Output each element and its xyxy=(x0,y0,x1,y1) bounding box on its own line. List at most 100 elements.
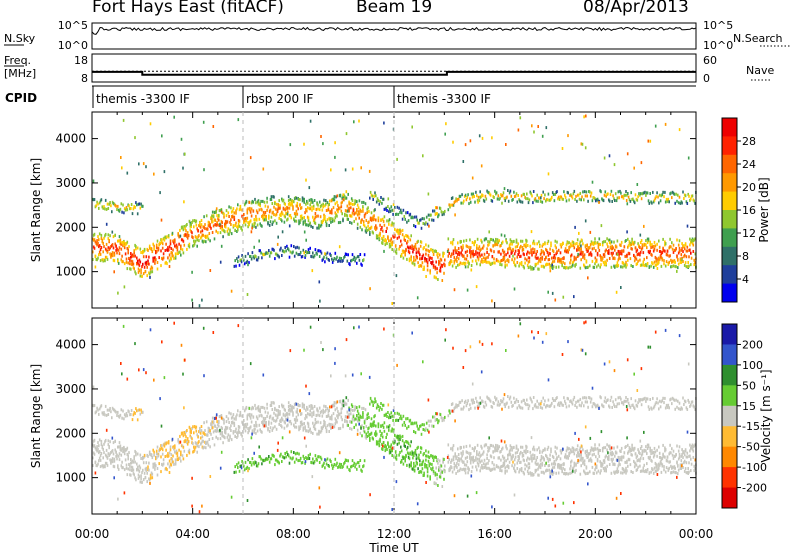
velocity-cell xyxy=(517,458,519,462)
velocity-cell xyxy=(494,446,496,450)
power-cell xyxy=(341,200,343,204)
power-cell xyxy=(420,240,423,244)
power-cell xyxy=(167,256,169,260)
power-cell xyxy=(614,192,617,196)
velocity-cell xyxy=(521,406,524,410)
velocity-cell xyxy=(432,459,435,462)
power-cell xyxy=(323,255,325,259)
velocity-cell xyxy=(437,461,439,465)
power-cell xyxy=(274,213,277,217)
power-cell xyxy=(180,137,183,141)
velocity-cell xyxy=(369,437,371,440)
velocity-cell xyxy=(414,431,417,435)
velocity-cell xyxy=(369,422,372,426)
power-cell xyxy=(238,263,241,267)
power-cell xyxy=(278,199,280,203)
power-cell xyxy=(520,254,522,258)
velocity-cell xyxy=(318,406,321,410)
velocity-cell xyxy=(281,416,283,420)
velocity-cell xyxy=(532,453,534,457)
power-cell xyxy=(466,195,469,199)
velocity-cell xyxy=(501,465,503,468)
power-cell xyxy=(654,244,657,248)
power-cell xyxy=(239,258,242,262)
power-cell xyxy=(198,239,200,243)
power-cell xyxy=(327,208,330,212)
velocity-cell xyxy=(293,418,296,422)
power-cell xyxy=(472,249,475,253)
power-cell xyxy=(527,260,530,264)
power-cell xyxy=(246,259,249,263)
power-cell xyxy=(624,254,626,258)
velocity-cell xyxy=(538,465,540,469)
velocity-cell xyxy=(222,434,224,438)
velocity-cell xyxy=(217,429,219,433)
velocity-cell xyxy=(391,454,393,457)
power-cell xyxy=(622,196,625,200)
power-cell xyxy=(135,247,137,251)
power-cell xyxy=(489,263,492,266)
power-cell xyxy=(690,263,692,267)
power-cell xyxy=(93,246,96,250)
power-cell xyxy=(117,259,119,263)
power-cell xyxy=(391,243,393,247)
power-cell xyxy=(416,218,418,222)
power-cell xyxy=(501,240,504,244)
velocity-cell xyxy=(98,459,100,463)
velocity-cell xyxy=(270,401,273,405)
power-cell xyxy=(337,210,339,214)
velocity-cell xyxy=(296,451,299,455)
power-cell xyxy=(270,195,273,199)
power-cell xyxy=(658,256,660,260)
power-cell xyxy=(293,254,296,258)
power-cell xyxy=(652,200,655,204)
velocity-cell xyxy=(145,466,148,470)
power-cell xyxy=(553,254,556,258)
power-cell xyxy=(526,244,529,247)
power-cell xyxy=(392,212,394,216)
power-cell xyxy=(168,259,171,263)
velocity-cell xyxy=(117,467,120,471)
velocity-cell xyxy=(264,417,267,420)
power-cell xyxy=(244,223,247,227)
velocity-cell xyxy=(333,463,336,466)
velocity-cell xyxy=(538,446,540,450)
velocity-cell xyxy=(116,453,118,457)
power-cell xyxy=(508,191,511,195)
velocity-cell xyxy=(316,432,318,436)
power-cell xyxy=(502,255,505,259)
power-cell xyxy=(133,251,135,255)
power-cell xyxy=(418,221,420,225)
power-cell xyxy=(288,255,291,259)
power-cell xyxy=(312,204,315,208)
power-cell xyxy=(614,199,616,202)
power-cell xyxy=(667,197,670,201)
power-cell xyxy=(153,247,155,251)
power-cell xyxy=(352,209,355,213)
velocity-cell xyxy=(191,441,193,445)
power-cell xyxy=(375,200,378,204)
power-cell xyxy=(277,203,280,207)
power-cell xyxy=(496,243,499,247)
power-cell xyxy=(232,207,235,211)
velocity-cell xyxy=(381,442,383,446)
power-cell xyxy=(127,261,129,265)
velocity-cell xyxy=(236,436,238,439)
power-cell xyxy=(426,268,429,272)
power-cell xyxy=(97,241,99,245)
power-cell xyxy=(267,222,269,226)
velocity-cell xyxy=(443,477,445,481)
power-cell xyxy=(414,225,417,229)
power-cell xyxy=(570,242,572,246)
velocity-cell xyxy=(111,460,114,464)
power-cell xyxy=(233,215,236,219)
velocity-cell xyxy=(266,414,268,418)
power-cell xyxy=(610,251,613,255)
power-cell xyxy=(132,254,135,258)
velocity-cell xyxy=(348,412,350,416)
power-cell xyxy=(373,194,375,198)
power-cell xyxy=(422,222,425,225)
power-cell xyxy=(527,201,530,205)
power-cell xyxy=(526,263,529,267)
power-cell xyxy=(154,256,156,260)
